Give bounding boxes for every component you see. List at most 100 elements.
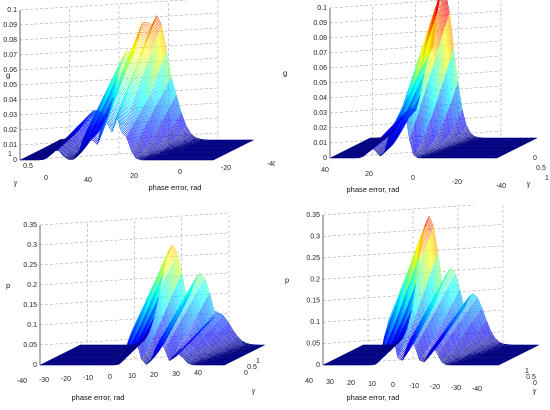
mesh-segment — [72, 146, 79, 153]
mesh-segment — [152, 136, 159, 147]
x-tick-label: 40 — [321, 167, 329, 174]
mesh-segment — [103, 114, 109, 116]
mesh-segment — [75, 152, 81, 155]
mesh-segment — [174, 139, 180, 145]
mesh-segment — [383, 143, 388, 150]
mesh-segment — [435, 149, 440, 152]
mesh-segment — [153, 110, 159, 128]
mesh-segment — [112, 108, 118, 118]
mesh-segment — [61, 147, 67, 154]
mesh-segment — [73, 145, 79, 152]
mesh-segment — [149, 32, 156, 44]
mesh-segment — [429, 76, 435, 110]
mesh-segment — [200, 138, 206, 141]
mesh-segment — [158, 72, 164, 93]
mesh-segment — [169, 356, 175, 361]
mesh-segment — [135, 93, 141, 112]
mesh-segment — [89, 119, 95, 125]
mesh-segment — [441, 124, 447, 139]
mesh-segment — [93, 125, 99, 133]
mesh-segment — [435, 56, 441, 92]
mesh-segment — [93, 136, 100, 142]
mesh-segment — [146, 41, 152, 53]
mesh-segment — [402, 121, 407, 125]
mesh-segment — [91, 126, 98, 135]
mesh-segment — [442, 122, 448, 138]
mesh-segment — [164, 137, 170, 145]
x-tick-label: 20 — [130, 173, 138, 180]
mesh-segment — [183, 140, 189, 144]
z-tick-label: 0.35 — [23, 222, 37, 229]
mesh-segment — [159, 30, 165, 56]
mesh-segment — [411, 133, 416, 153]
mesh-segment — [160, 151, 165, 154]
mesh-segment — [72, 136, 79, 143]
mesh-segment — [123, 126, 129, 134]
x-tick-label: -40 — [17, 378, 27, 385]
mesh-segment — [150, 153, 156, 156]
mesh-segment — [147, 62, 153, 90]
mesh-segment — [154, 108, 160, 127]
surface-plot-top-left: 0 0.01 0.02 0.03 0.04 0.05 0.06 0.07 0.08 0.09 0.1… — [0, 0, 275, 205]
mesh-segment — [377, 149, 383, 155]
mesh-segment — [124, 55, 131, 63]
mesh-segment — [127, 115, 133, 126]
grid-line — [39, 252, 230, 266]
mesh-segment — [164, 116, 170, 132]
mesh-segment — [420, 39, 426, 66]
mesh-segment — [117, 57, 124, 76]
z-tick-label: 0 — [33, 362, 37, 369]
mesh-segment — [108, 118, 114, 129]
mesh-segment — [104, 83, 111, 103]
mesh-segment — [161, 63, 167, 87]
mesh-segment — [194, 137, 200, 140]
mesh-segment — [111, 70, 117, 90]
mesh-segment — [162, 140, 168, 147]
mesh-segment — [112, 92, 119, 98]
mesh-segment — [135, 119, 142, 135]
mesh-segment — [424, 133, 430, 148]
mesh-segment — [171, 103, 177, 121]
mesh-segment — [159, 144, 165, 150]
mesh-segment — [125, 121, 131, 130]
mesh-segment — [67, 141, 73, 148]
mesh-segment — [151, 89, 158, 105]
z-tick-label: 0.06 — [3, 67, 17, 74]
mesh-segment — [435, 103, 441, 129]
mesh-segment — [106, 122, 113, 133]
mesh-segment — [99, 104, 105, 125]
mesh-segment — [134, 71, 140, 85]
z-tick-label: 0.1 — [317, 5, 327, 12]
grid-line — [39, 212, 230, 226]
mesh-segment — [163, 118, 169, 134]
mesh-segment — [121, 131, 127, 137]
mesh-segment — [148, 59, 154, 87]
mesh-segment — [150, 53, 156, 81]
mesh-segment — [399, 116, 404, 124]
mesh-segment — [407, 88, 413, 109]
mesh-segment — [180, 132, 186, 140]
mesh-segment — [417, 112, 423, 140]
mesh-segment — [447, 145, 453, 148]
mesh-segment — [109, 115, 115, 126]
mesh-segment — [438, 11, 443, 35]
mesh-segment — [62, 146, 68, 153]
mesh-segment — [465, 126, 470, 135]
mesh-segment — [418, 146, 424, 155]
mesh-segment — [147, 121, 153, 138]
mesh-segment — [440, 144, 446, 149]
mesh-segment — [139, 82, 146, 105]
mesh-segment — [440, 5, 445, 29]
mesh-segment — [160, 26, 167, 53]
mesh-segment — [428, 15, 434, 40]
mesh-segment — [125, 94, 131, 109]
mesh-segment — [402, 116, 408, 120]
mesh-segment — [171, 142, 177, 147]
mesh-segment — [183, 139, 189, 143]
mesh-segment — [169, 80, 176, 98]
mesh-segment — [419, 108, 425, 137]
mesh-segment — [185, 143, 191, 145]
mesh-segment — [155, 18, 161, 29]
mesh-segment — [449, 144, 455, 147]
mesh-segment — [120, 63, 127, 72]
